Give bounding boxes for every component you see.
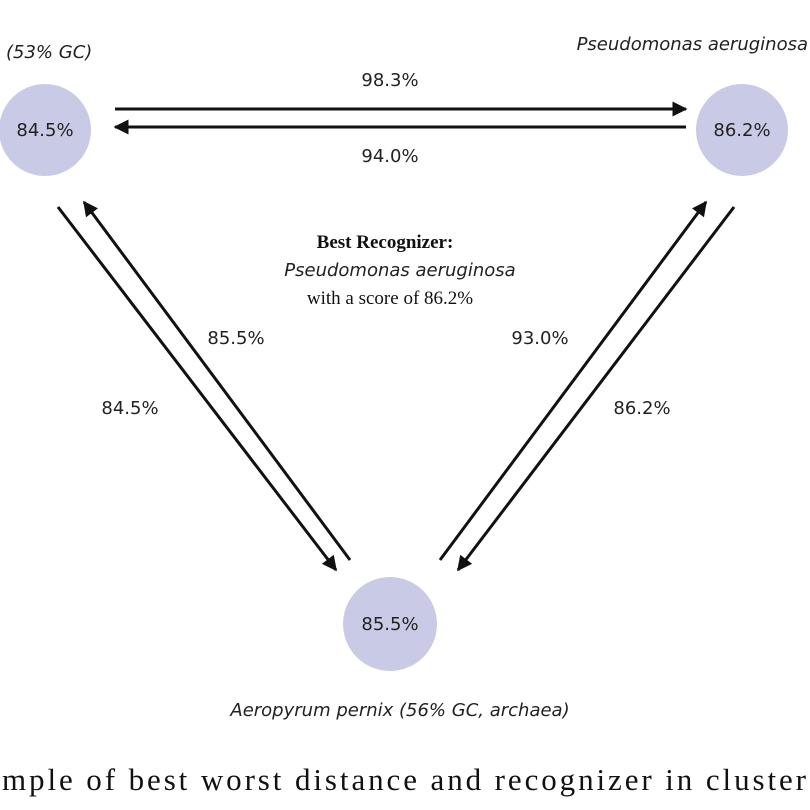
edge-label: 94.0% bbox=[361, 146, 418, 167]
edge-arrow bbox=[456, 206, 736, 572]
node-label: (53% GC) bbox=[6, 42, 92, 63]
node-label: Pseudomonas aeruginosa bbox=[577, 34, 808, 55]
annotation-organism: Pseudomonas aeruginosa bbox=[284, 260, 515, 281]
annotation-title: Best Recognizer: bbox=[317, 232, 454, 253]
edge-arrow bbox=[438, 200, 708, 561]
node-circle bbox=[0, 84, 91, 176]
node-label: Aeropyrum pernix (56% GC, archaea) bbox=[229, 700, 569, 721]
edge-label: 93.0% bbox=[511, 328, 568, 349]
edge-label: 85.5% bbox=[207, 328, 264, 349]
node-circle bbox=[696, 84, 788, 176]
edge-label: 98.3% bbox=[361, 70, 418, 91]
caption: mple of best worst distance and recogniz… bbox=[2, 762, 807, 797]
node-score: 86.2% bbox=[713, 120, 770, 141]
edge-label: 86.2% bbox=[613, 398, 670, 419]
node-score: 85.5% bbox=[361, 614, 418, 635]
edge-label: 84.5% bbox=[101, 398, 158, 419]
node-score: 84.5% bbox=[16, 120, 73, 141]
edge-arrow bbox=[82, 200, 352, 561]
annotation-score: with a score of 86.2% bbox=[307, 288, 473, 309]
node-circle bbox=[343, 577, 437, 671]
edge-arrow bbox=[56, 206, 338, 572]
